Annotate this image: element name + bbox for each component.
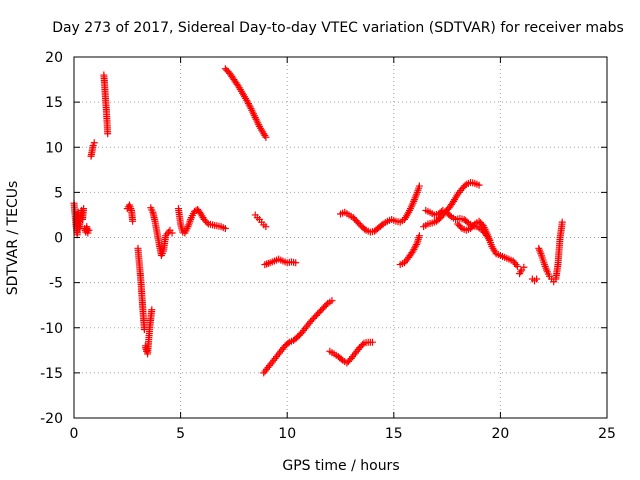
data-point [368, 338, 376, 346]
x-tick-label: 25 [598, 426, 616, 442]
data-point [221, 224, 229, 232]
data-point [409, 247, 417, 255]
data-point [513, 262, 521, 270]
data-point [457, 223, 465, 231]
data-point [463, 218, 471, 226]
data-point [412, 242, 420, 250]
y-tick-label: -10 [40, 321, 63, 337]
data-point [410, 245, 418, 253]
data-point [469, 221, 477, 229]
y-tick-label: 15 [45, 95, 63, 111]
y-tick-label: 10 [45, 140, 63, 156]
x-tick-label: 20 [491, 426, 509, 442]
x-tick-label: 15 [385, 426, 403, 442]
chart-title: Day 273 of 2017, Sidereal Day-to-day VTE… [52, 20, 624, 36]
data-point [359, 341, 367, 349]
data-point [461, 182, 469, 190]
y-tick-label: -20 [40, 411, 63, 427]
y-tick-label: -5 [49, 276, 63, 292]
data-point [520, 263, 528, 271]
data-point [262, 133, 270, 141]
data-point [415, 232, 423, 240]
data-point [322, 301, 330, 309]
data-point [412, 241, 420, 249]
x-tick-label: 0 [70, 426, 79, 442]
data-point [129, 217, 137, 225]
data-point [85, 226, 93, 234]
data-point [337, 355, 345, 363]
data-point [168, 229, 176, 237]
data-point [245, 101, 253, 109]
x-tick-label: 10 [278, 426, 296, 442]
y-tick-label: 5 [54, 185, 63, 201]
y-tick-label: 20 [45, 50, 63, 66]
data-point [90, 139, 98, 147]
data-point [446, 212, 454, 220]
data-point [262, 223, 270, 231]
data-point [533, 275, 541, 283]
x-tick-label: 5 [176, 426, 185, 442]
y-axis-label: SDTVAR / TECUs [5, 181, 21, 296]
data-point [475, 181, 483, 189]
data-layer [70, 65, 566, 377]
data-point [292, 259, 300, 267]
y-tick-label: 0 [54, 231, 63, 247]
data-point [244, 100, 252, 108]
data-point [203, 218, 211, 226]
tick-layer: 0 5 10 15 20 25 -20 -15 -10 -5 0 5 10 15 20 [40, 50, 616, 442]
data-point [246, 103, 254, 111]
data-point [361, 225, 369, 233]
x-axis-label: GPS time / hours [282, 458, 399, 474]
data-point [378, 221, 386, 229]
data-point [415, 182, 423, 190]
data-point [284, 339, 292, 347]
data-point [558, 218, 566, 226]
data-point [80, 205, 88, 213]
data-point [411, 244, 419, 252]
data-point [148, 306, 156, 314]
data-point [104, 130, 112, 138]
data-point [244, 98, 252, 106]
y-tick-label: -15 [40, 366, 63, 382]
data-point [328, 297, 336, 305]
data-point [243, 96, 251, 104]
